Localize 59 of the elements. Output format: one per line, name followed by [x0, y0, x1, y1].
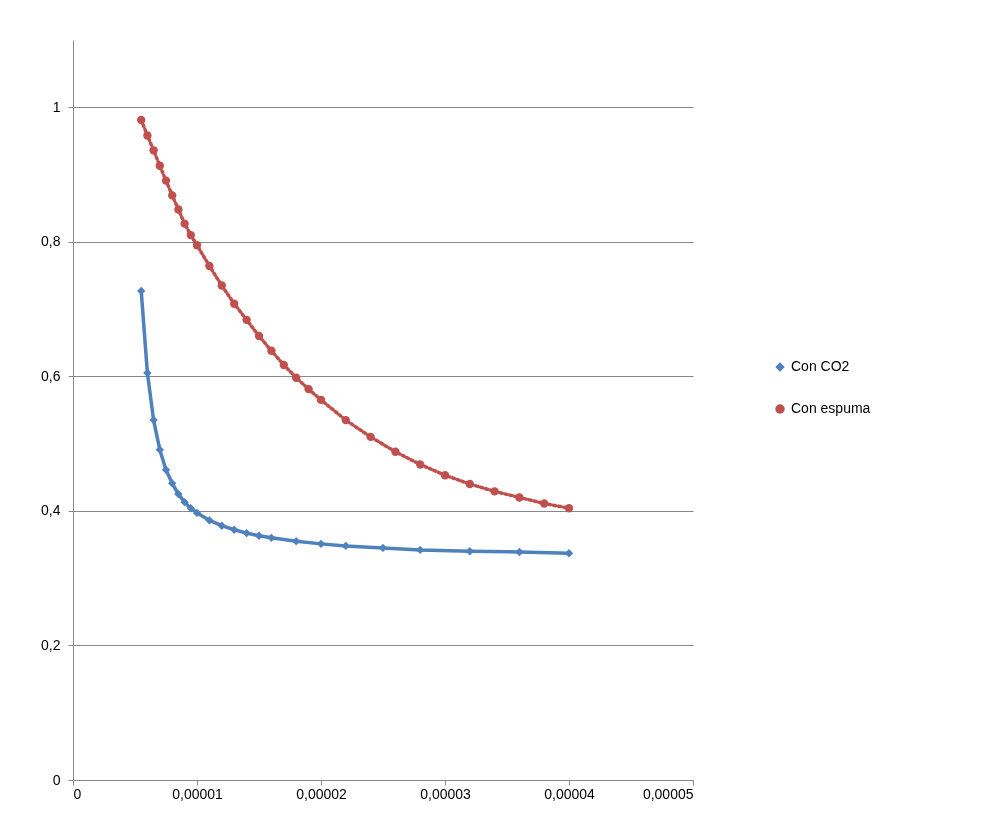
y-tick-label: 0,4 — [41, 502, 61, 519]
point — [465, 479, 474, 489]
point — [161, 465, 171, 475]
point — [366, 432, 375, 442]
point — [205, 516, 214, 525]
point — [391, 447, 400, 456]
point — [254, 531, 264, 540]
point — [416, 545, 425, 555]
point — [254, 331, 264, 341]
x-tick-label: 0,00004 — [544, 785, 596, 802]
y-tick-label: 0 — [52, 771, 61, 788]
point — [416, 460, 425, 469]
point — [192, 241, 202, 250]
x-tick-label: 0,00001 — [172, 785, 224, 802]
x-tick-label: 0,00003 — [420, 785, 472, 802]
y-tick-label: 0,2 — [41, 636, 61, 653]
point — [137, 115, 146, 125]
point — [230, 525, 239, 534]
x-tick-label: 0,00002 — [296, 785, 348, 802]
point — [304, 384, 313, 394]
point — [316, 395, 326, 405]
legend-label: Con espuma — [791, 400, 871, 416]
point — [161, 176, 171, 185]
point — [242, 528, 251, 538]
point — [174, 205, 183, 214]
point — [168, 479, 177, 488]
point — [490, 487, 499, 496]
y-tick-label: 0,8 — [41, 233, 61, 250]
point — [155, 161, 164, 170]
legend-label: Con CO2 — [791, 358, 850, 374]
y-tick-label: 1 — [52, 98, 61, 115]
point — [230, 299, 239, 308]
point — [155, 445, 164, 454]
point — [143, 131, 152, 140]
point — [564, 504, 574, 513]
point — [267, 346, 276, 355]
point — [168, 191, 177, 200]
point — [515, 493, 524, 502]
y-tick-label: 0,6 — [41, 367, 61, 384]
x-tick-label: 0 — [73, 785, 82, 802]
point — [186, 230, 195, 240]
point — [217, 281, 226, 290]
point — [242, 315, 251, 325]
point — [292, 373, 301, 382]
point — [180, 497, 189, 507]
point — [217, 521, 226, 530]
point — [515, 547, 524, 557]
point — [440, 471, 450, 480]
point — [174, 489, 183, 499]
point — [279, 360, 288, 370]
point — [205, 261, 214, 271]
point — [540, 499, 549, 508]
point — [341, 415, 350, 425]
point — [267, 533, 276, 542]
point — [180, 219, 189, 228]
point — [149, 146, 158, 155]
point — [186, 504, 195, 513]
x-tick-label: 0,00005 — [642, 785, 694, 802]
point — [192, 508, 202, 518]
